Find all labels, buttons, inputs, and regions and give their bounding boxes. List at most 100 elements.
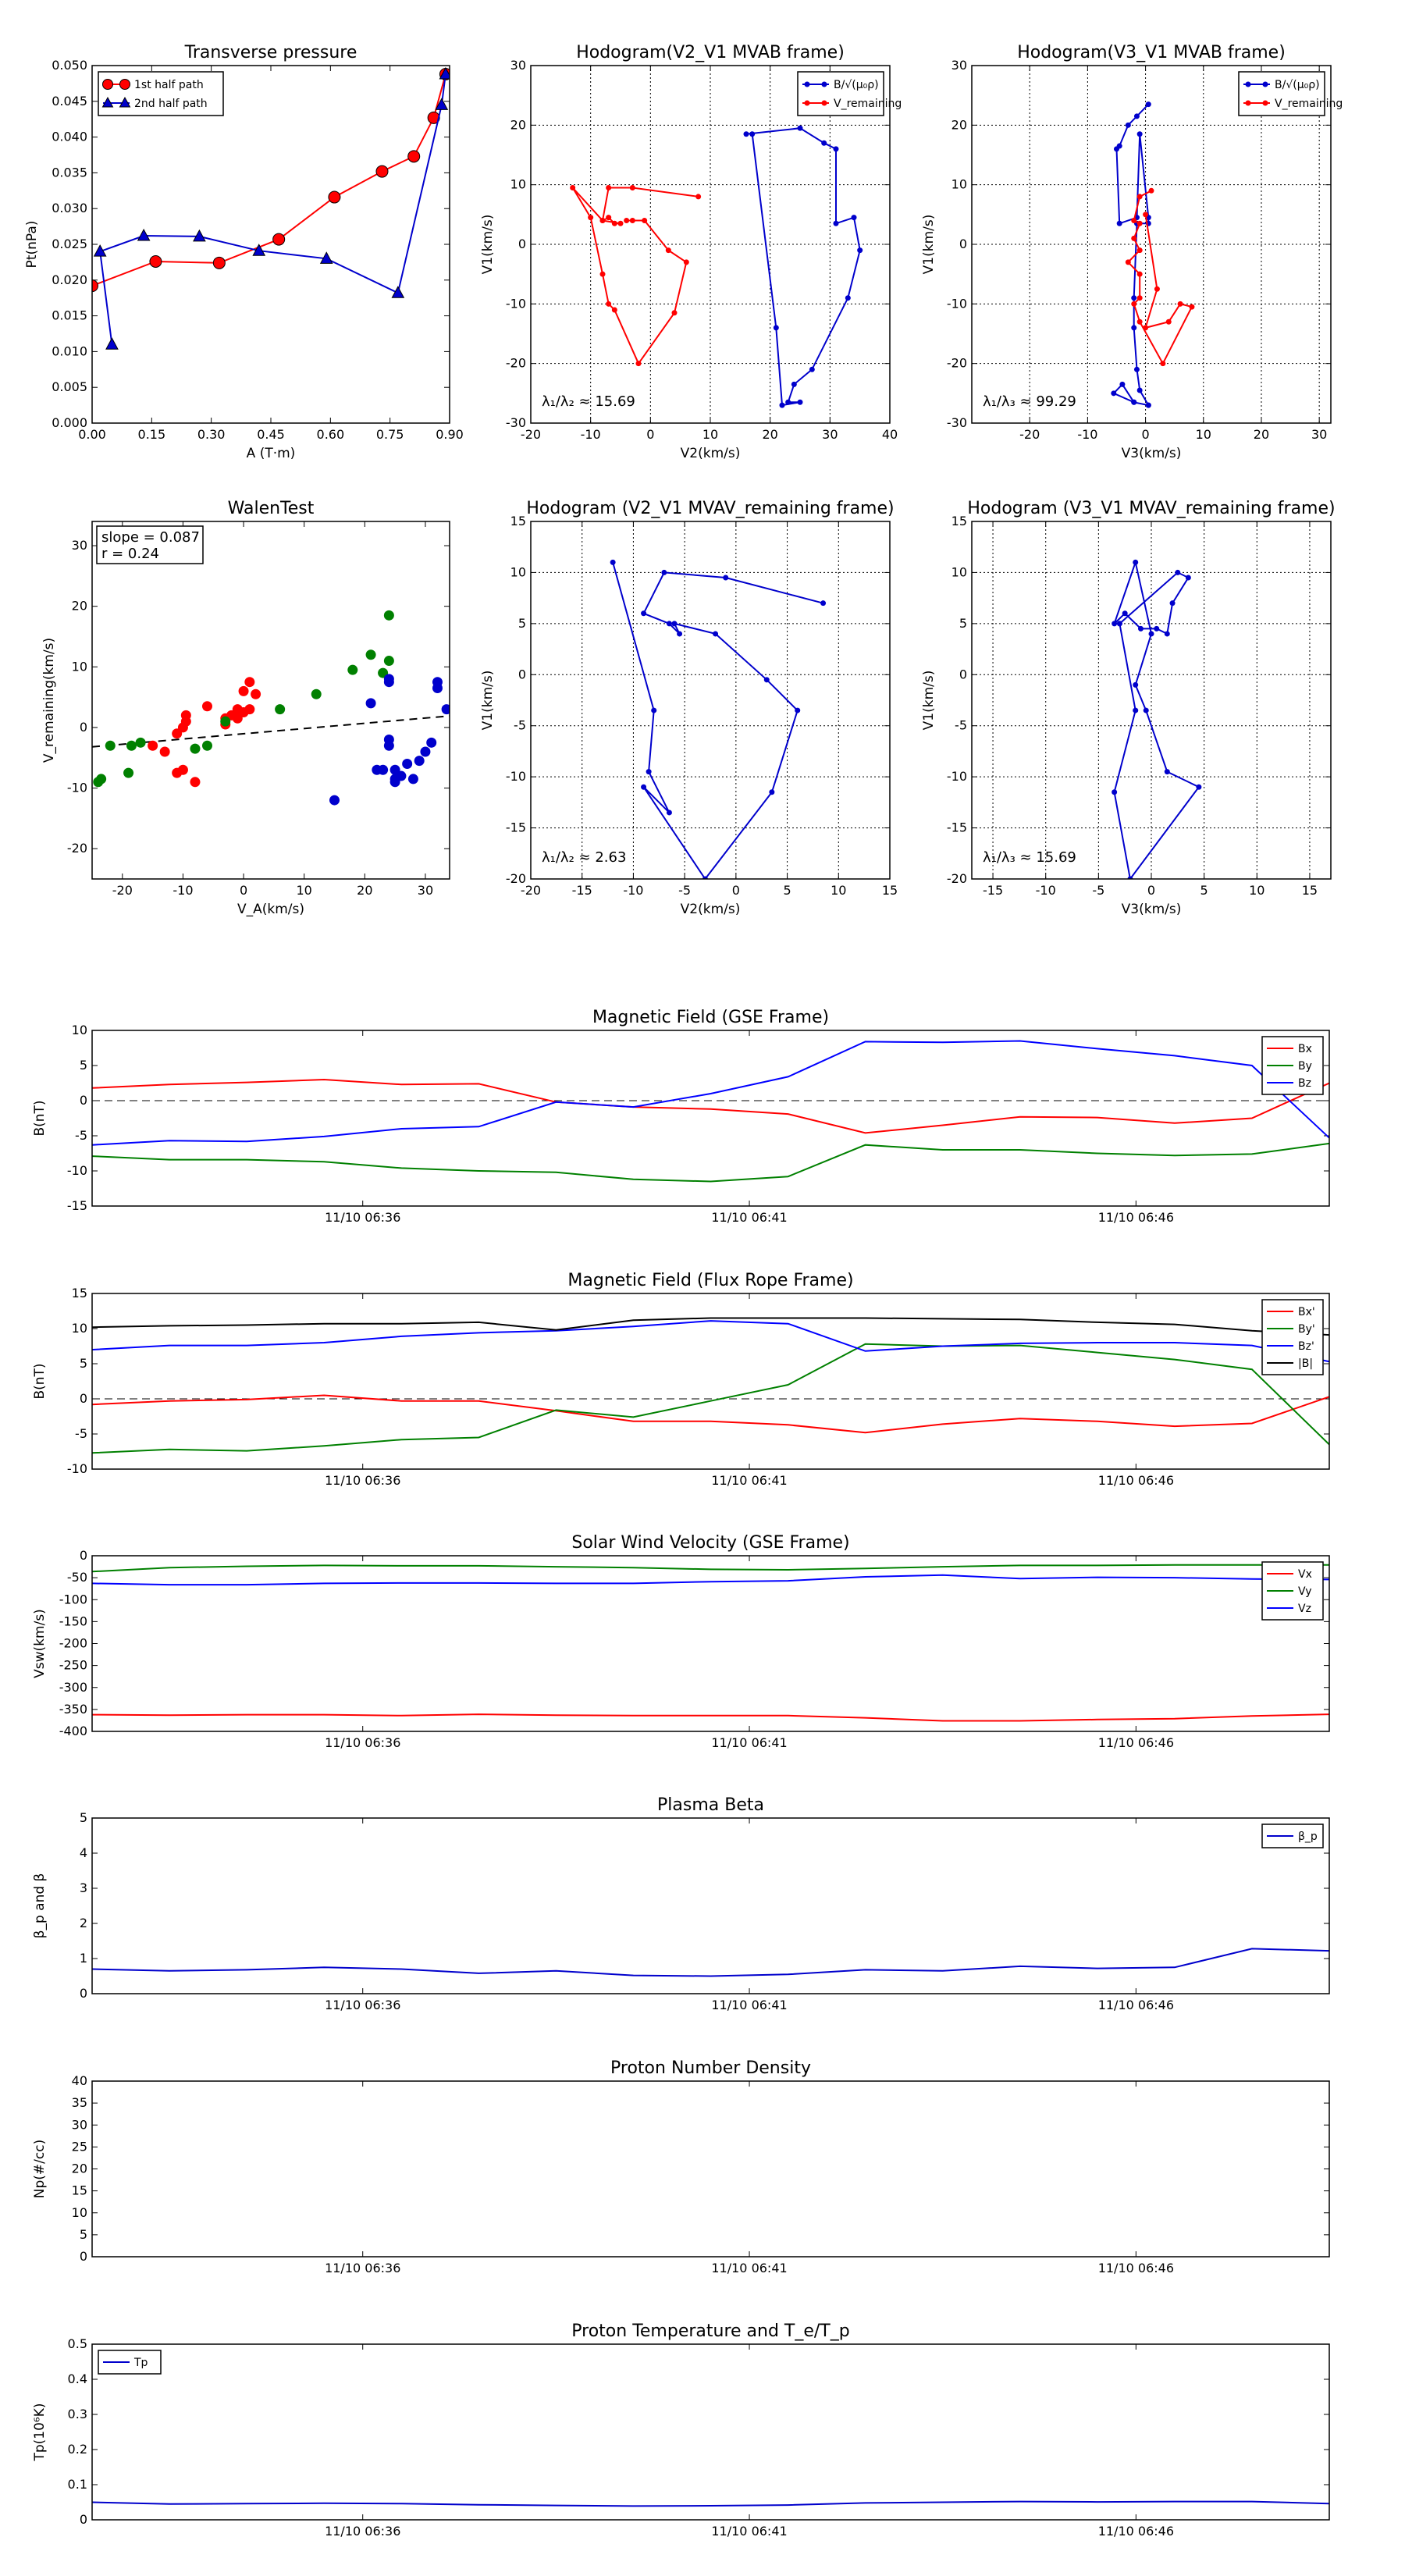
y-tick-label: 0.025 — [52, 237, 87, 251]
data-point — [1185, 575, 1191, 581]
y-tick-label: 0 — [80, 1986, 87, 2001]
chart-title: Proton Number Density — [610, 2058, 811, 2078]
y-tick-label: 5 — [518, 616, 526, 631]
data-point — [1136, 247, 1143, 254]
x-tick-label: -10 — [173, 883, 193, 898]
data-point — [193, 229, 206, 242]
data-point — [1148, 631, 1154, 637]
y-tick-label: 0.020 — [52, 272, 87, 287]
x-tick-label: 11/10 06:36 — [325, 2261, 400, 2275]
y-tick-label: 0.000 — [52, 415, 87, 430]
data-point — [1164, 769, 1170, 775]
data-point — [1131, 235, 1137, 241]
data-point — [857, 247, 863, 254]
legend-label: Bz — [1298, 1077, 1311, 1090]
data-point — [1136, 318, 1143, 325]
data-point — [641, 784, 647, 790]
y-tick-label: -30 — [506, 415, 526, 430]
y-tick-label: -10 — [67, 1163, 87, 1178]
data-point — [407, 150, 421, 163]
legend-marker — [1245, 100, 1251, 106]
data-point — [629, 184, 635, 190]
data-point — [677, 631, 683, 637]
legend-label: β_p — [1298, 1831, 1318, 1843]
y-axis-label: V1(km/s) — [921, 671, 937, 731]
legend-label: Tp — [133, 2357, 148, 2369]
data-point — [666, 809, 672, 816]
y-tick-label: 5 — [959, 616, 967, 631]
x-tick-label: -5 — [1092, 883, 1104, 898]
y-tick-label: 0.1 — [68, 2477, 87, 2492]
data-point — [611, 307, 617, 313]
data-point — [93, 244, 107, 257]
legend-marker — [821, 100, 827, 106]
data-point — [1127, 876, 1133, 879]
y-tick-label: -10 — [506, 769, 526, 784]
chart-title: Transverse pressure — [184, 43, 357, 62]
legend-marker — [119, 96, 131, 108]
y-tick-label: -15 — [506, 820, 526, 835]
series-line — [745, 127, 861, 407]
y-tick-label: 15 — [510, 514, 526, 528]
y-tick-label: -100 — [59, 1592, 87, 1606]
y-tick-label: 20 — [510, 117, 526, 132]
data-point — [441, 704, 450, 715]
stats-text: r = 0.24 — [101, 546, 159, 562]
data-point — [244, 677, 255, 688]
series-line — [92, 1320, 1329, 1363]
y-tick-label: -20 — [947, 356, 967, 371]
y-tick-label: -5 — [75, 1128, 87, 1143]
y-tick-label: -350 — [59, 1702, 87, 1717]
y-tick-label: 15 — [72, 1286, 87, 1300]
legend-marker — [1262, 100, 1268, 106]
y-axis-label: β_p and β — [32, 1873, 48, 1939]
data-point — [624, 217, 630, 223]
y-tick-label: 20 — [951, 117, 967, 132]
y-tick-label: -20 — [947, 871, 967, 886]
data-point — [1131, 217, 1137, 223]
data-point — [1136, 194, 1143, 200]
legend-label: |B| — [1298, 1357, 1313, 1370]
legend-marker — [804, 100, 810, 106]
data-point — [646, 769, 652, 775]
x-tick-label: 11/10 06:46 — [1098, 2524, 1174, 2539]
plot-area — [92, 610, 450, 806]
x-tick-label: 0 — [646, 427, 654, 442]
chart-5: Hodogram (V2_V1 MVAV_remaining frame) -20… — [480, 499, 898, 917]
data-point — [375, 165, 389, 178]
x-tick-label: -10 — [581, 427, 601, 442]
plot-area — [92, 66, 450, 350]
data-point — [126, 740, 137, 751]
x-tick-label: 11/10 06:41 — [711, 2524, 787, 2539]
legend-marker — [119, 79, 130, 90]
data-point — [420, 746, 431, 757]
data-point — [347, 664, 358, 675]
series-line — [92, 2500, 1329, 2507]
y-tick-label: 1 — [80, 1951, 87, 1966]
x-axis-label: V2(km/s) — [681, 446, 741, 461]
legend-label: Bx — [1298, 1043, 1312, 1055]
data-point — [365, 698, 376, 709]
plot-area — [1112, 559, 1202, 879]
data-point — [1136, 220, 1143, 226]
legend-label: Vz — [1298, 1603, 1311, 1615]
data-point — [328, 190, 341, 204]
data-point — [137, 228, 151, 241]
x-tick-label: 11/10 06:36 — [325, 1210, 400, 1225]
y-tick-label: -10 — [947, 296, 967, 311]
y-tick-label: 5 — [80, 1058, 87, 1073]
chart-title: Hodogram (V3_V1 MVAV_remaining frame) — [967, 499, 1335, 518]
stats-text: slope = 0.087 — [101, 529, 200, 546]
data-point — [773, 325, 779, 331]
data-point — [833, 146, 839, 152]
y-axis-label: V1(km/s) — [480, 215, 496, 275]
x-tick-label: 0.60 — [317, 427, 345, 442]
y-axis-label: Np(#/cc) — [32, 2140, 48, 2198]
data-point — [238, 685, 249, 696]
series-line — [92, 1713, 1329, 1722]
data-point — [821, 140, 827, 146]
plot-frame — [91, 1030, 1330, 1207]
data-point — [635, 361, 642, 367]
data-point — [651, 707, 657, 713]
data-point — [785, 399, 791, 405]
